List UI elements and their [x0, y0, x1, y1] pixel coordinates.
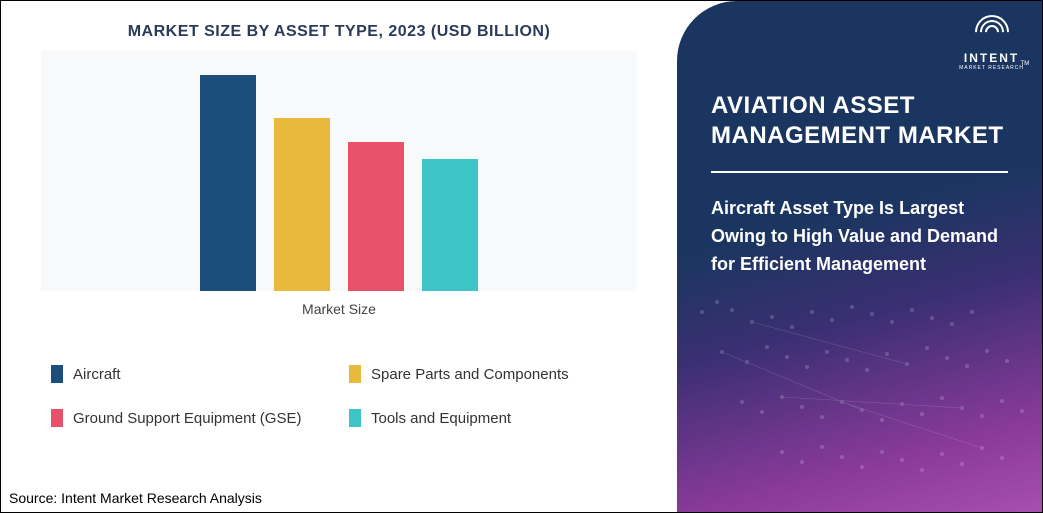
brand-logo: INTENT TM MARKET RESEARCH	[959, 15, 1024, 71]
legend-label: Tools and Equipment	[371, 410, 511, 427]
legend-item: Tools and Equipment	[349, 409, 627, 427]
logo-trademark: TM	[1021, 61, 1030, 67]
logo-text: INTENT	[964, 51, 1019, 65]
bars-group	[41, 51, 637, 291]
chart-title: MARKET SIZE BY ASSET TYPE, 2023 (USD BIL…	[1, 1, 677, 51]
legend-swatch	[349, 409, 361, 427]
legend-label: Ground Support Equipment (GSE)	[73, 410, 301, 427]
legend-item: Ground Support Equipment (GSE)	[51, 409, 329, 427]
panel-title: AVIATION ASSET MANAGEMENT MARKET	[711, 91, 1008, 151]
x-axis-label: Market Size	[41, 291, 637, 317]
bar-plot	[41, 51, 637, 291]
legend-item: Spare Parts and Components	[349, 365, 627, 383]
logo-arc-icon	[975, 15, 1009, 49]
chart-area: Market Size	[1, 51, 677, 331]
legend-label: Spare Parts and Components	[371, 366, 569, 383]
bar	[274, 118, 330, 291]
left-panel: MARKET SIZE BY ASSET TYPE, 2023 (USD BIL…	[1, 1, 677, 512]
legend-swatch	[51, 409, 63, 427]
legend-swatch	[349, 365, 361, 383]
bar	[348, 142, 404, 291]
legend: Aircraft Spare Parts and Components Ground…	[1, 331, 677, 437]
logo-subline: MARKET RESEARCH	[959, 65, 1024, 71]
bar	[422, 159, 478, 291]
divider-line	[711, 171, 1008, 173]
source-text: Source: Intent Market Research Analysis	[9, 490, 262, 506]
legend-swatch	[51, 365, 63, 383]
legend-item: Aircraft	[51, 365, 329, 383]
world-map-overlay-icon	[677, 252, 1042, 512]
panel-subtitle: Aircraft Asset Type Is Largest Owing to …	[711, 195, 1008, 279]
bar	[200, 75, 256, 291]
legend-label: Aircraft	[73, 366, 121, 383]
infographic-container: MARKET SIZE BY ASSET TYPE, 2023 (USD BIL…	[0, 0, 1043, 513]
right-panel: INTENT TM MARKET RESEARCH AVIATION ASSET…	[677, 1, 1042, 512]
